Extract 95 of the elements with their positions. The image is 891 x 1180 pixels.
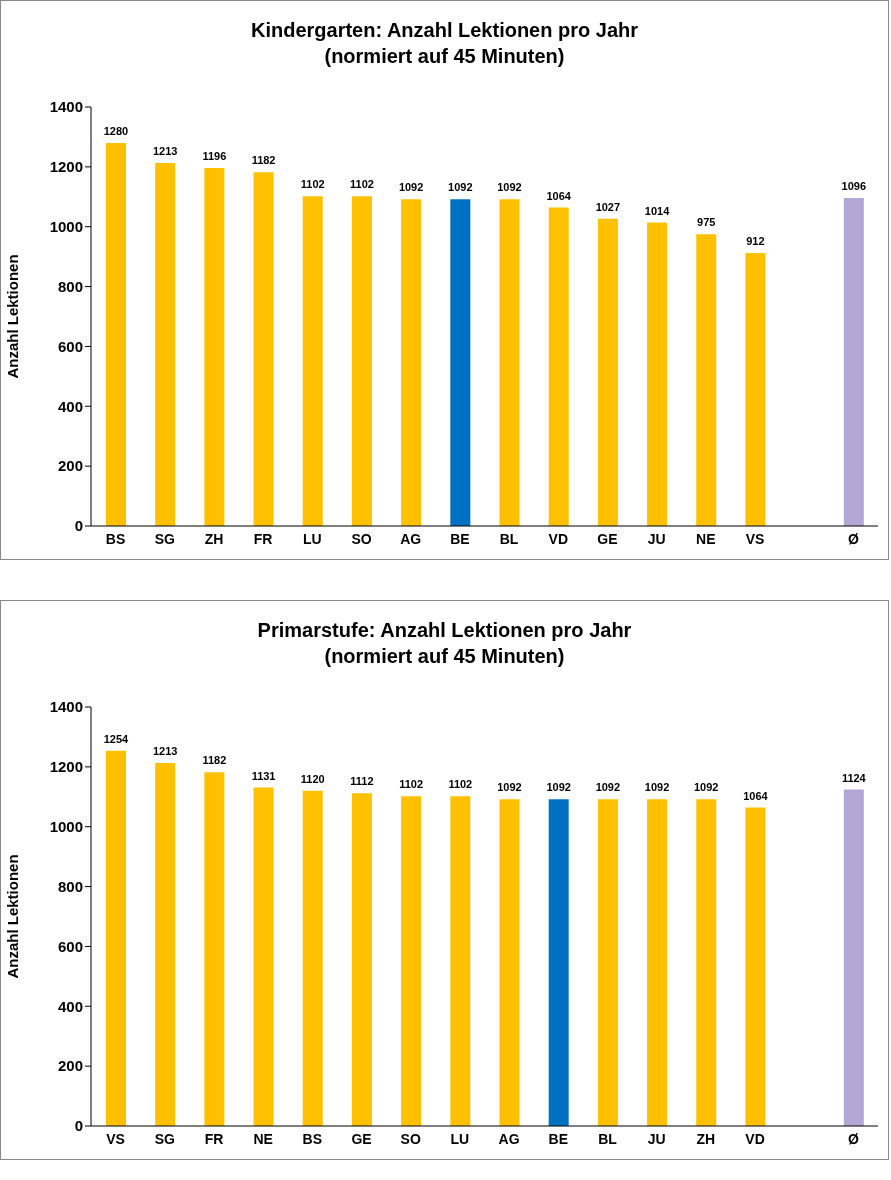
- data-label: 1120: [300, 772, 325, 785]
- data-label: 1064: [743, 789, 769, 802]
- x-tick-label: BS: [302, 1130, 323, 1147]
- x-tick-label: BE: [548, 1130, 569, 1147]
- x-tick-label: GE: [351, 1130, 372, 1147]
- data-label: 1280: [103, 124, 129, 137]
- x-tick-label: NE: [696, 530, 716, 547]
- x-tick-label: VS: [106, 1130, 125, 1147]
- data-label: 1092: [595, 781, 621, 794]
- x-tick-label: AG: [400, 530, 422, 547]
- x-tick-label: AG: [498, 1130, 520, 1147]
- y-tick-label: 800: [57, 277, 83, 295]
- data-label: 1014: [644, 204, 671, 217]
- data-label: 1092: [398, 181, 424, 194]
- data-label: 1102: [300, 178, 325, 191]
- data-label: 1182: [202, 754, 227, 767]
- x-tick-label: LU: [303, 530, 322, 547]
- x-tick-label: BE: [450, 530, 470, 547]
- x-tick-label: ZH: [204, 530, 224, 547]
- bar: [401, 199, 422, 526]
- y-tick-label: 800: [57, 877, 83, 895]
- y-tick-label: 400: [57, 397, 83, 415]
- x-tick-label: SO: [400, 1130, 421, 1147]
- x-tick-label: VD: [548, 530, 569, 547]
- data-label: 975: [697, 216, 716, 229]
- bar: [450, 199, 471, 526]
- y-axis-title: Anzahl Lektionen: [4, 254, 22, 379]
- x-tick-label: JU: [647, 1130, 666, 1147]
- y-tick-label: 1400: [49, 98, 83, 116]
- data-label: 1112: [350, 775, 374, 788]
- data-label: 1196: [202, 150, 227, 163]
- data-label: 1064: [546, 189, 572, 202]
- bar: [204, 168, 225, 526]
- y-tick-label: 200: [57, 457, 83, 475]
- chart-title: Primarstufe: Anzahl Lektionen pro Jahr (normiert auf 45 Minuten): [256, 618, 633, 669]
- data-label: 912: [746, 235, 765, 248]
- y-tick-label: 600: [57, 337, 83, 355]
- data-label: 1096: [841, 179, 867, 192]
- y-tick-label: 0: [74, 1117, 83, 1135]
- data-label: 1092: [694, 781, 719, 794]
- data-label: 1092: [497, 181, 522, 194]
- data-label: 1124: [841, 771, 867, 784]
- data-label: 1102: [448, 778, 473, 791]
- x-tick-label: Ø: [847, 530, 859, 547]
- x-tick-label: NE: [253, 1130, 273, 1147]
- bar: [696, 234, 717, 526]
- bar: [351, 196, 372, 526]
- bar: [843, 197, 864, 526]
- data-label: 1092: [644, 781, 670, 794]
- chart-title: Kindergarten: Anzahl Lektionen pro Jahr (normiert auf 45 Minuten): [249, 18, 640, 69]
- x-tick-label: FR: [253, 530, 273, 547]
- data-label: 1092: [448, 181, 473, 194]
- data-label: 1092: [546, 781, 571, 794]
- data-label: 1027: [595, 200, 621, 213]
- bar: [597, 218, 618, 526]
- bar: [647, 222, 668, 526]
- x-tick-label: VS: [745, 530, 765, 547]
- bar: [155, 162, 176, 526]
- bar: [302, 196, 323, 526]
- y-tick-label: 1200: [49, 158, 83, 176]
- data-label: 1213: [152, 144, 178, 157]
- x-tick-label: SG: [154, 530, 175, 547]
- x-tick-label: LU: [450, 1130, 470, 1147]
- y-axis-title: Anzahl Lektionen: [4, 854, 22, 979]
- bar: [106, 142, 126, 526]
- x-tick-label: FR: [204, 1130, 224, 1147]
- data-label: 1182: [251, 154, 276, 167]
- x-tick-label: BL: [598, 1130, 618, 1147]
- y-tick-label: 1000: [49, 818, 83, 836]
- data-label: 1092: [497, 781, 522, 794]
- bar: [548, 207, 569, 526]
- y-tick-label: 0: [74, 517, 83, 535]
- y-tick-label: 200: [57, 1057, 83, 1075]
- y-tick-label: 1000: [49, 218, 83, 236]
- x-tick-label: BS: [105, 530, 126, 547]
- x-tick-label: Ø: [847, 1130, 859, 1147]
- x-tick-label: SG: [154, 1130, 175, 1147]
- data-label: 1102: [399, 778, 424, 791]
- bar: [253, 172, 274, 526]
- y-tick-label: 1200: [49, 758, 83, 776]
- bar: [745, 253, 766, 526]
- bar: [499, 199, 520, 526]
- x-tick-label: ZH: [696, 1130, 716, 1147]
- y-tick-label: 600: [57, 937, 83, 955]
- x-tick-label: BL: [499, 530, 519, 547]
- data-label: 1102: [350, 178, 374, 191]
- data-label: 1254: [103, 732, 130, 745]
- y-tick-label: 400: [57, 997, 83, 1015]
- x-tick-label: GE: [597, 530, 618, 547]
- data-label: 1213: [152, 744, 178, 757]
- y-tick-label: 1400: [49, 698, 83, 716]
- x-tick-label: JU: [647, 530, 666, 547]
- x-tick-label: SO: [351, 530, 372, 547]
- data-label: 1131: [251, 769, 276, 782]
- x-tick-label: VD: [745, 1130, 765, 1147]
